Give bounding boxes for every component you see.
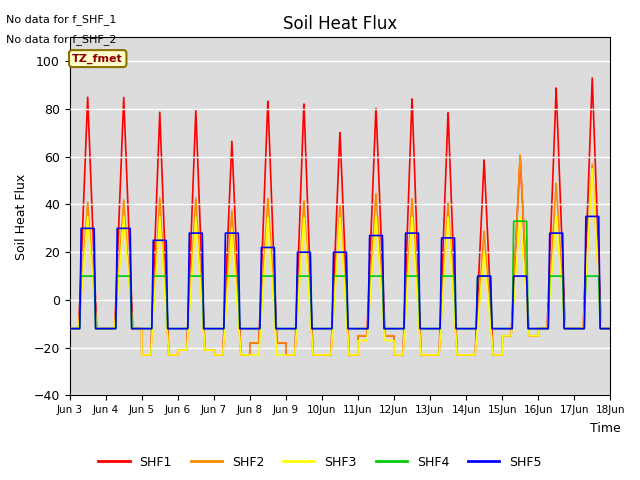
Text: No data for f_SHF_2: No data for f_SHF_2 <box>6 34 117 45</box>
Legend: SHF1, SHF2, SHF3, SHF4, SHF5: SHF1, SHF2, SHF3, SHF4, SHF5 <box>93 451 547 474</box>
Title: Soil Heat Flux: Soil Heat Flux <box>283 15 397 33</box>
X-axis label: Time: Time <box>590 422 621 435</box>
Y-axis label: Soil Heat Flux: Soil Heat Flux <box>15 173 28 260</box>
Text: TZ_fmet: TZ_fmet <box>72 53 123 64</box>
Text: No data for f_SHF_1: No data for f_SHF_1 <box>6 14 116 25</box>
